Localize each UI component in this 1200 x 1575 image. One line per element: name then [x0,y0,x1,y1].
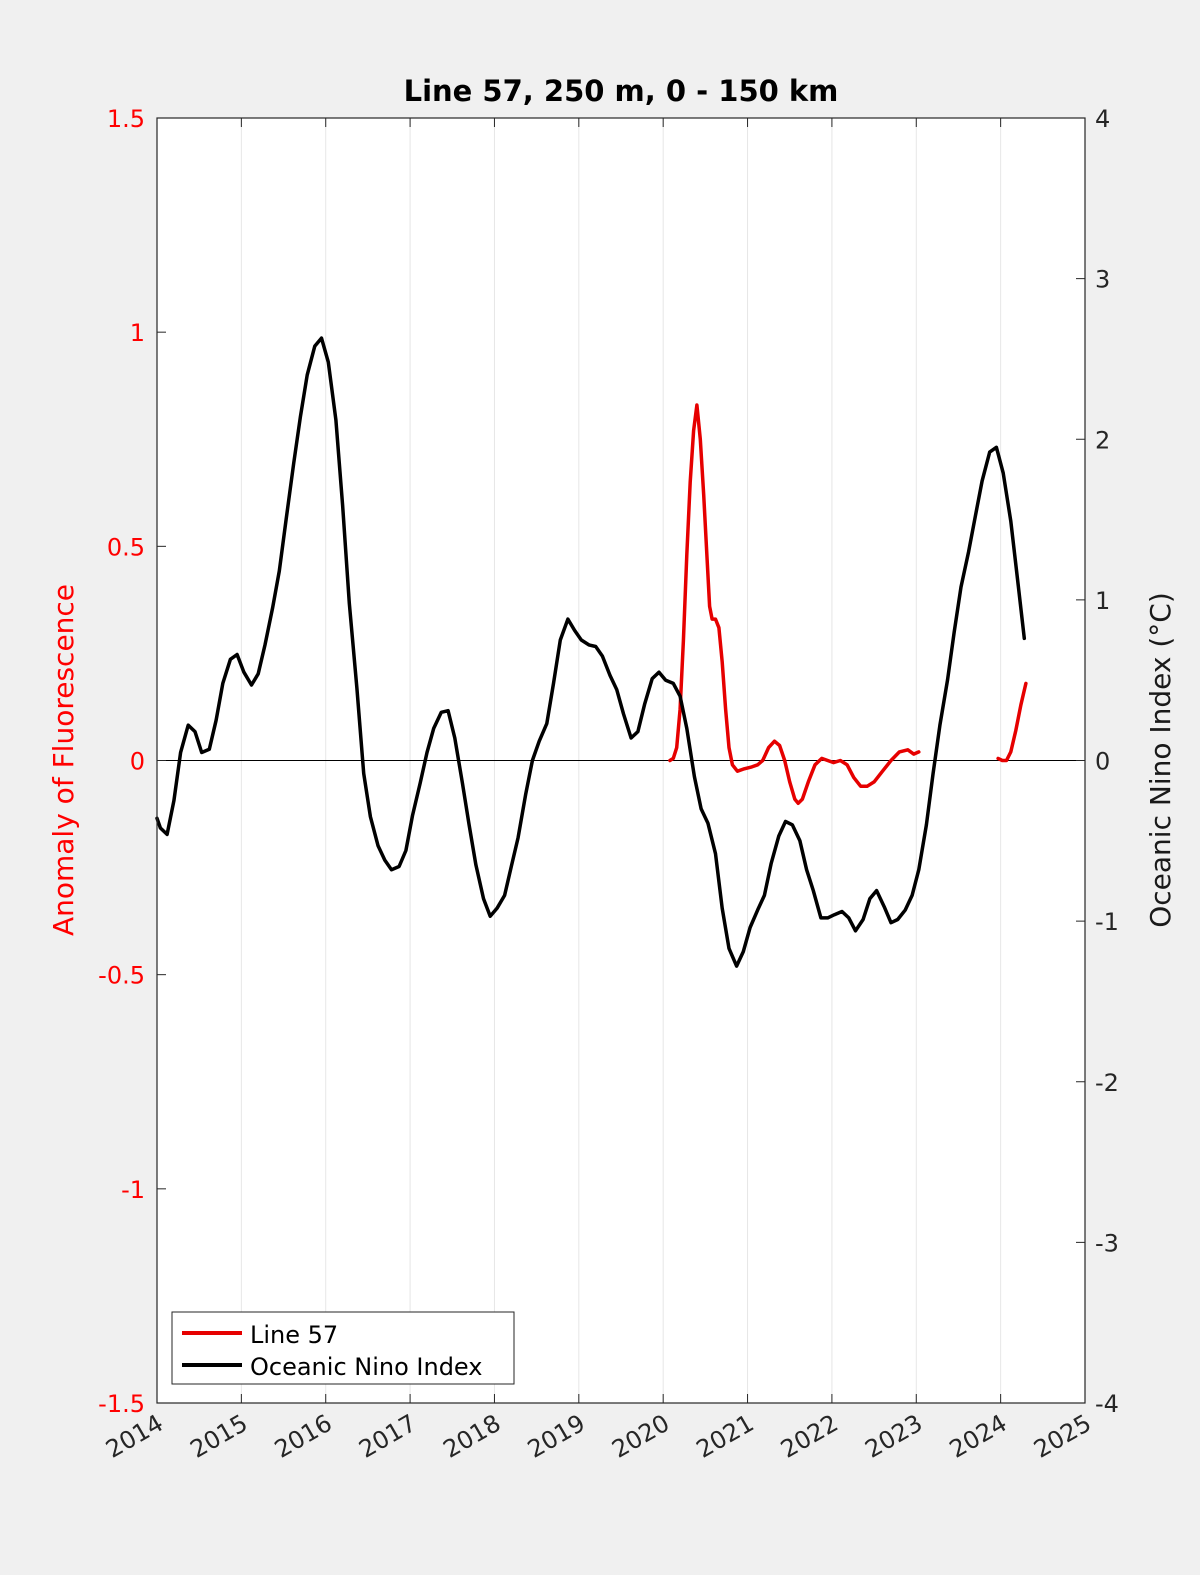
y-right-tick-label: 1 [1095,587,1110,615]
legend-label-line57: Line 57 [250,1321,338,1349]
y-axis-right: 4 3 2 1 0 -1 -2 -3 -4 [1076,105,1119,1418]
y-left-tick-label: -0.5 [98,962,145,990]
y-left-tick-label: 0 [130,748,145,776]
y-left-tick-label: -1 [121,1176,145,1204]
legend-box [171,1311,515,1385]
y-right-tick-label: 4 [1095,105,1110,133]
y-axis-left-label: Anomaly of Fluorescence [47,584,80,936]
y-right-tick-label: -4 [1095,1390,1119,1418]
y-right-tick-label: 0 [1095,748,1110,776]
series-layer [155,336,1028,968]
series-line57-line [996,681,1028,763]
series-line57-line [668,403,921,806]
y-left-tick-label: -1.5 [98,1390,145,1418]
y-right-tick-label: 3 [1095,266,1110,294]
y-left-tick-label: 1.5 [107,105,145,133]
y-right-tick-label: -3 [1095,1229,1119,1257]
y-axis-right-label: Oceanic Nino Index (°C) [1144,592,1177,928]
y-left-tick-label: 1 [130,319,145,347]
y-axis-left: 1.5 1 0.5 0 -0.5 -1 -1.5 [98,105,166,1418]
y-right-tick-label: -1 [1095,908,1119,936]
series-oni-line [155,336,1027,968]
legend: Line 57 Oceanic Nino Index [171,1311,515,1385]
y-right-tick-label: -2 [1095,1069,1119,1097]
chart-title: Line 57, 250 m, 0 - 150 km [404,74,839,108]
y-left-tick-label: 0.5 [107,533,145,561]
y-right-tick-label: 2 [1095,426,1110,454]
legend-label-oni: Oceanic Nino Index [250,1353,482,1381]
